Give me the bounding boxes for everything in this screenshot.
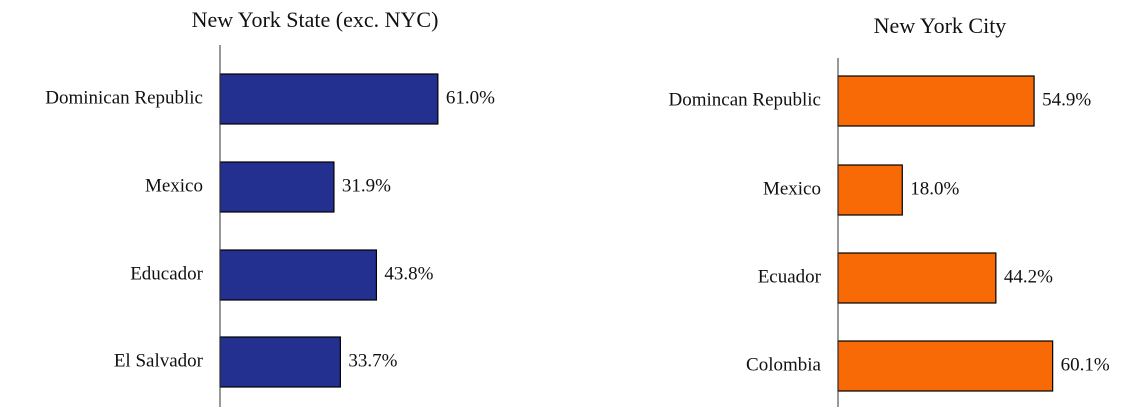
category-label: Educador — [130, 263, 203, 284]
value-label: 31.9% — [342, 175, 391, 196]
bar — [837, 164, 903, 216]
category-label: Colombia — [746, 354, 822, 375]
bar — [837, 75, 1035, 127]
value-label: 18.0% — [910, 178, 959, 199]
category-label: Mexico — [145, 175, 203, 196]
bar — [219, 73, 439, 125]
bar — [837, 340, 1054, 392]
chart-title: New York State (exc. NYC) — [192, 7, 439, 32]
category-label: El Salvador — [114, 350, 204, 371]
category-label: Ecuador — [758, 266, 822, 287]
category-label: Dominican Republic — [45, 87, 203, 108]
chart-title: New York City — [874, 13, 1007, 38]
bar — [837, 252, 997, 304]
value-label: 43.8% — [384, 263, 433, 284]
value-label: 33.7% — [348, 350, 397, 371]
category-label: Domincan Republic — [669, 89, 822, 110]
value-label: 61.0% — [446, 87, 495, 108]
value-label: 60.1% — [1061, 354, 1110, 375]
bar — [219, 249, 378, 301]
category-label: Mexico — [763, 178, 821, 199]
value-label: 44.2% — [1004, 266, 1053, 287]
bar — [219, 336, 341, 388]
bar — [219, 161, 335, 213]
value-label: 54.9% — [1042, 89, 1091, 110]
